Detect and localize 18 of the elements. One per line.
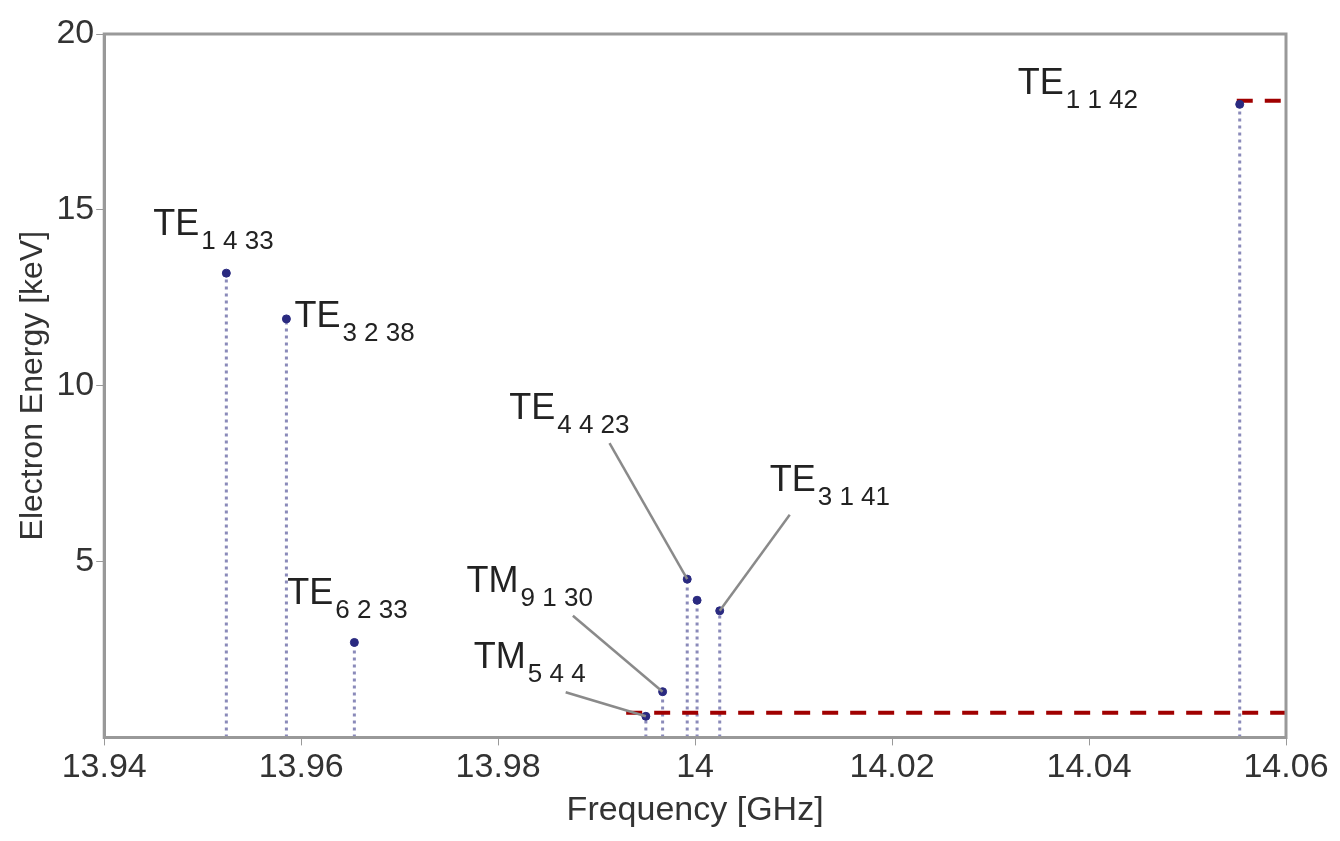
x-axis-title: Frequency [GHz] xyxy=(566,788,824,827)
point xyxy=(281,314,291,324)
point xyxy=(692,595,702,605)
x-tick-label: 14.02 xyxy=(849,746,935,785)
y-tick-label: 15 xyxy=(56,188,95,227)
y-axis-title: Electron Energy [keV] xyxy=(13,230,50,541)
x-tick-label: 13.98 xyxy=(455,746,541,785)
point xyxy=(1235,99,1245,109)
y-tick-label: 5 xyxy=(75,539,95,578)
point xyxy=(349,637,359,647)
x-tick-label: 13.94 xyxy=(61,746,147,785)
y-tick-label: 20 xyxy=(56,12,95,51)
x-tick-label: 14.04 xyxy=(1046,746,1132,785)
x-tick-label: 14.06 xyxy=(1243,746,1329,785)
x-tick-label: 14 xyxy=(676,746,715,785)
x-tick-label: 13.96 xyxy=(258,746,344,785)
y-tick-label: 10 xyxy=(56,364,95,403)
point xyxy=(221,268,231,278)
